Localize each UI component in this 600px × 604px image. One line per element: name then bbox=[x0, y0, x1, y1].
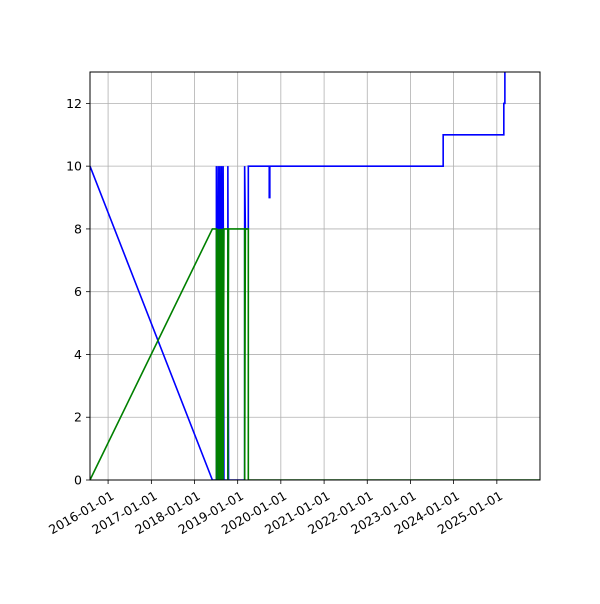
series-line-2 bbox=[90, 228, 540, 480]
series-lines bbox=[90, 72, 540, 480]
y-tick-label: 12 bbox=[66, 96, 82, 111]
y-tick-label: 6 bbox=[74, 284, 82, 299]
y-tick-label: 0 bbox=[74, 473, 82, 488]
y-tick-label: 10 bbox=[66, 159, 82, 174]
y-tick-label: 2 bbox=[74, 410, 82, 425]
y-tick-label: 8 bbox=[74, 221, 82, 236]
series-line-1 bbox=[90, 72, 506, 480]
plot-frame bbox=[89, 71, 541, 481]
y-tick-label: 4 bbox=[74, 347, 82, 362]
